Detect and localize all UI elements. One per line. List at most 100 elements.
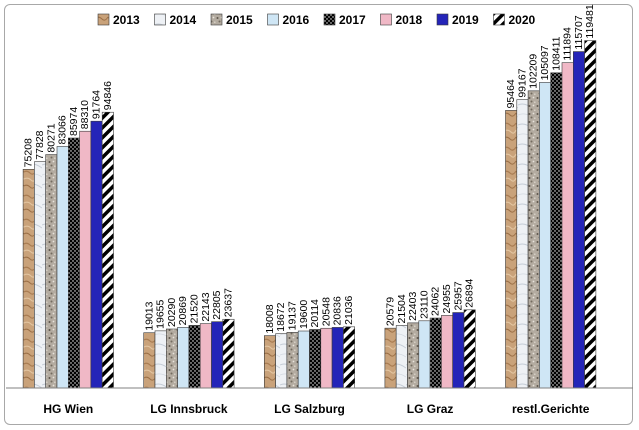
bar-2017-4: [550, 72, 563, 389]
legend-label: 2015: [226, 13, 253, 27]
value-label: 91764: [91, 90, 103, 119]
value-label: 24955: [441, 284, 453, 313]
legend-swatch: [267, 13, 279, 26]
value-label: 108411: [550, 36, 562, 70]
bar-2015-0: [45, 154, 58, 389]
bar-2019-0: [90, 120, 103, 389]
value-label: 19600: [298, 300, 310, 329]
legend-swatch: [210, 13, 223, 26]
category-label: LG Innsbruck: [150, 402, 228, 416]
bar-2017-0: [68, 137, 80, 389]
bar-2020-4: [584, 40, 597, 389]
category-label: LG Salzburg: [274, 402, 345, 416]
bar-2019-2: [331, 327, 344, 389]
bar-2019-3: [452, 312, 465, 389]
bar-2014-1: [154, 330, 167, 389]
legend-swatch: [97, 13, 110, 26]
bar-2014-0: [34, 161, 47, 389]
value-label: 20548: [320, 297, 332, 326]
value-label: 19655: [155, 299, 167, 328]
legend-swatch: [154, 13, 166, 26]
legend-label: 2020: [509, 13, 536, 27]
value-label: 22805: [211, 290, 223, 319]
bar-2015-3: [407, 322, 420, 389]
bar-2014-3: [395, 325, 408, 389]
legend-label: 2013: [113, 13, 140, 27]
value-label: 24062: [430, 287, 442, 316]
value-label: 119481: [584, 4, 596, 38]
bar-2018-4: [561, 62, 574, 389]
legend-label: 2019: [452, 13, 479, 27]
value-label: 25957: [452, 281, 464, 310]
value-label: 105097: [539, 45, 551, 80]
value-label: 26894: [464, 278, 476, 307]
bar-2017-1: [188, 325, 201, 389]
bar-2014-4: [516, 99, 529, 389]
value-label: 95464: [505, 79, 517, 108]
legend-label: 2017: [339, 13, 366, 27]
value-label: 20579: [385, 297, 397, 326]
bar-2017-3: [429, 317, 442, 389]
bar-2019-4: [572, 51, 585, 389]
value-label: 19013: [143, 301, 155, 330]
value-label: 20869: [177, 296, 189, 325]
value-label: 111894: [562, 27, 574, 61]
legend-swatch: [380, 13, 392, 26]
legend-swatch: [493, 13, 505, 26]
category-label: restl.Gerichte: [512, 402, 590, 416]
bar-2013-0: [22, 169, 35, 389]
value-label: 22143: [200, 292, 212, 321]
value-label: 20114: [309, 299, 321, 328]
bar-2020-0: [101, 111, 114, 389]
legend-label: 2018: [396, 13, 423, 27]
value-label: 77828: [34, 130, 46, 159]
value-label: 21036: [343, 295, 355, 324]
legend-label: 2014: [170, 13, 197, 27]
value-label: 83066: [57, 115, 69, 144]
value-label: 21504: [396, 294, 408, 323]
category-labels: HG Wien LG Innsbruck LG Salzburg LG Graz res…: [43, 402, 589, 416]
category-label: HG Wien: [43, 402, 93, 416]
bar-2016-1: [177, 327, 190, 389]
bar-2016-2: [297, 330, 310, 389]
bar-2015-2: [286, 332, 299, 389]
value-label: 23110: [418, 290, 430, 319]
value-label: 20290: [166, 298, 178, 327]
legend-swatch: [436, 13, 449, 26]
bar-2013-1: [143, 332, 156, 389]
bars: [22, 40, 597, 389]
bar-2016-3: [418, 320, 431, 389]
bar-2014-2: [275, 333, 288, 389]
value-label: 102209: [528, 54, 540, 89]
value-label: 75208: [23, 138, 35, 167]
value-label: 18008: [264, 304, 276, 333]
bar-2016-4: [539, 82, 552, 389]
bar-2020-2: [343, 326, 355, 389]
value-label: 22403: [407, 292, 419, 321]
legend-label: 2016: [283, 13, 310, 27]
value-label: 21520: [189, 294, 201, 323]
bar-2019-1: [211, 321, 224, 389]
value-labels: 75208 77828 80271 83066 85974 88310 91764 94846…: [23, 4, 597, 333]
bar-2015-1: [166, 328, 178, 389]
value-label: 18672: [275, 302, 287, 331]
bar-2018-3: [441, 315, 453, 389]
legend: 2013 2014 2015 2016 2017 2018 2019 2020: [97, 13, 536, 27]
value-label: 20836: [332, 296, 344, 325]
value-label: 19137: [287, 301, 299, 330]
value-label: 115707: [573, 15, 585, 49]
bar-2013-4: [505, 110, 518, 389]
bar-2017-2: [309, 329, 322, 389]
value-label: 88310: [79, 100, 91, 129]
bar-2015-4: [527, 90, 540, 389]
value-label: 80271: [45, 123, 57, 152]
bar-2013-3: [384, 327, 397, 389]
bar-2020-3: [463, 309, 476, 389]
bar-2018-1: [199, 323, 212, 389]
bar-2018-2: [320, 327, 333, 389]
legend-swatch: [323, 13, 336, 26]
bar-2013-2: [263, 335, 276, 389]
bar-2016-0: [56, 146, 69, 389]
value-label: 99167: [516, 68, 528, 97]
